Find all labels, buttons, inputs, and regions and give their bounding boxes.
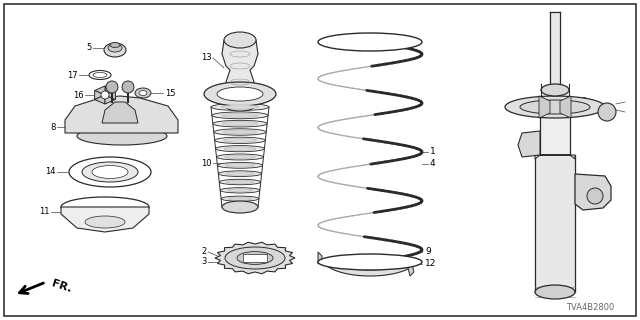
Ellipse shape bbox=[89, 70, 111, 79]
Text: 7: 7 bbox=[580, 108, 586, 116]
Ellipse shape bbox=[104, 43, 126, 57]
Polygon shape bbox=[243, 254, 267, 262]
Polygon shape bbox=[318, 252, 322, 264]
Circle shape bbox=[598, 103, 616, 121]
Polygon shape bbox=[95, 91, 105, 100]
Ellipse shape bbox=[217, 87, 263, 101]
Ellipse shape bbox=[227, 180, 253, 184]
Text: 5: 5 bbox=[87, 44, 92, 52]
Ellipse shape bbox=[228, 197, 252, 200]
Ellipse shape bbox=[221, 113, 259, 117]
Polygon shape bbox=[560, 96, 571, 118]
Ellipse shape bbox=[225, 101, 255, 111]
Polygon shape bbox=[222, 40, 258, 108]
Ellipse shape bbox=[69, 157, 151, 187]
Ellipse shape bbox=[214, 137, 266, 143]
Ellipse shape bbox=[227, 189, 253, 192]
Ellipse shape bbox=[223, 130, 257, 134]
Text: 12: 12 bbox=[425, 260, 436, 268]
Ellipse shape bbox=[237, 252, 273, 264]
Text: 17: 17 bbox=[67, 70, 78, 79]
Circle shape bbox=[587, 188, 603, 204]
Text: 1: 1 bbox=[430, 148, 436, 156]
Polygon shape bbox=[105, 86, 115, 95]
Text: 10: 10 bbox=[202, 158, 212, 167]
Text: 6: 6 bbox=[580, 98, 586, 107]
Text: 9: 9 bbox=[425, 247, 431, 257]
Polygon shape bbox=[535, 155, 575, 159]
Ellipse shape bbox=[221, 196, 259, 201]
Polygon shape bbox=[324, 259, 418, 276]
Polygon shape bbox=[95, 95, 105, 104]
Ellipse shape bbox=[535, 285, 575, 299]
Polygon shape bbox=[518, 131, 540, 157]
Ellipse shape bbox=[220, 179, 260, 185]
Ellipse shape bbox=[213, 120, 267, 127]
Ellipse shape bbox=[225, 247, 285, 269]
Ellipse shape bbox=[222, 204, 258, 210]
Ellipse shape bbox=[218, 163, 262, 168]
Ellipse shape bbox=[222, 122, 258, 126]
Circle shape bbox=[101, 91, 109, 99]
Circle shape bbox=[122, 81, 134, 93]
Polygon shape bbox=[408, 264, 414, 276]
Polygon shape bbox=[105, 95, 115, 104]
Text: 2: 2 bbox=[202, 247, 207, 257]
Ellipse shape bbox=[61, 197, 149, 217]
Polygon shape bbox=[61, 207, 149, 232]
Ellipse shape bbox=[93, 73, 107, 77]
Text: 4: 4 bbox=[430, 159, 436, 169]
Polygon shape bbox=[95, 86, 105, 95]
Ellipse shape bbox=[520, 100, 590, 114]
Ellipse shape bbox=[82, 162, 138, 182]
Ellipse shape bbox=[108, 44, 122, 52]
Ellipse shape bbox=[541, 84, 569, 96]
Polygon shape bbox=[539, 96, 550, 118]
Text: 15: 15 bbox=[165, 89, 175, 98]
Ellipse shape bbox=[318, 33, 422, 51]
FancyBboxPatch shape bbox=[4, 4, 636, 316]
Text: 11: 11 bbox=[40, 207, 50, 217]
Ellipse shape bbox=[214, 129, 266, 135]
Ellipse shape bbox=[135, 88, 151, 98]
Ellipse shape bbox=[224, 147, 256, 150]
Ellipse shape bbox=[223, 139, 257, 142]
Text: 13: 13 bbox=[202, 53, 212, 62]
Ellipse shape bbox=[216, 154, 264, 160]
Ellipse shape bbox=[224, 32, 256, 48]
Ellipse shape bbox=[110, 43, 120, 47]
Ellipse shape bbox=[220, 188, 260, 193]
Text: 16: 16 bbox=[74, 91, 84, 100]
Ellipse shape bbox=[92, 165, 128, 179]
Ellipse shape bbox=[77, 127, 167, 145]
Ellipse shape bbox=[85, 216, 125, 228]
Ellipse shape bbox=[225, 155, 255, 159]
Polygon shape bbox=[65, 96, 178, 133]
Ellipse shape bbox=[139, 91, 147, 95]
Ellipse shape bbox=[216, 146, 264, 152]
Ellipse shape bbox=[212, 112, 268, 119]
Polygon shape bbox=[105, 91, 115, 100]
Polygon shape bbox=[102, 102, 138, 123]
Ellipse shape bbox=[218, 171, 262, 177]
Text: 3: 3 bbox=[202, 258, 207, 267]
Polygon shape bbox=[215, 242, 295, 274]
Polygon shape bbox=[575, 174, 611, 210]
Ellipse shape bbox=[211, 103, 269, 110]
Text: 8: 8 bbox=[51, 123, 56, 132]
Circle shape bbox=[106, 81, 118, 93]
Text: FR.: FR. bbox=[50, 278, 72, 294]
Ellipse shape bbox=[222, 201, 258, 213]
Text: 14: 14 bbox=[45, 167, 56, 177]
Ellipse shape bbox=[221, 105, 259, 109]
Ellipse shape bbox=[505, 96, 605, 118]
Ellipse shape bbox=[225, 164, 255, 167]
Text: TVA4B2800: TVA4B2800 bbox=[566, 303, 614, 313]
Ellipse shape bbox=[226, 172, 254, 175]
Ellipse shape bbox=[318, 254, 422, 270]
Ellipse shape bbox=[228, 205, 252, 209]
Ellipse shape bbox=[204, 82, 276, 106]
